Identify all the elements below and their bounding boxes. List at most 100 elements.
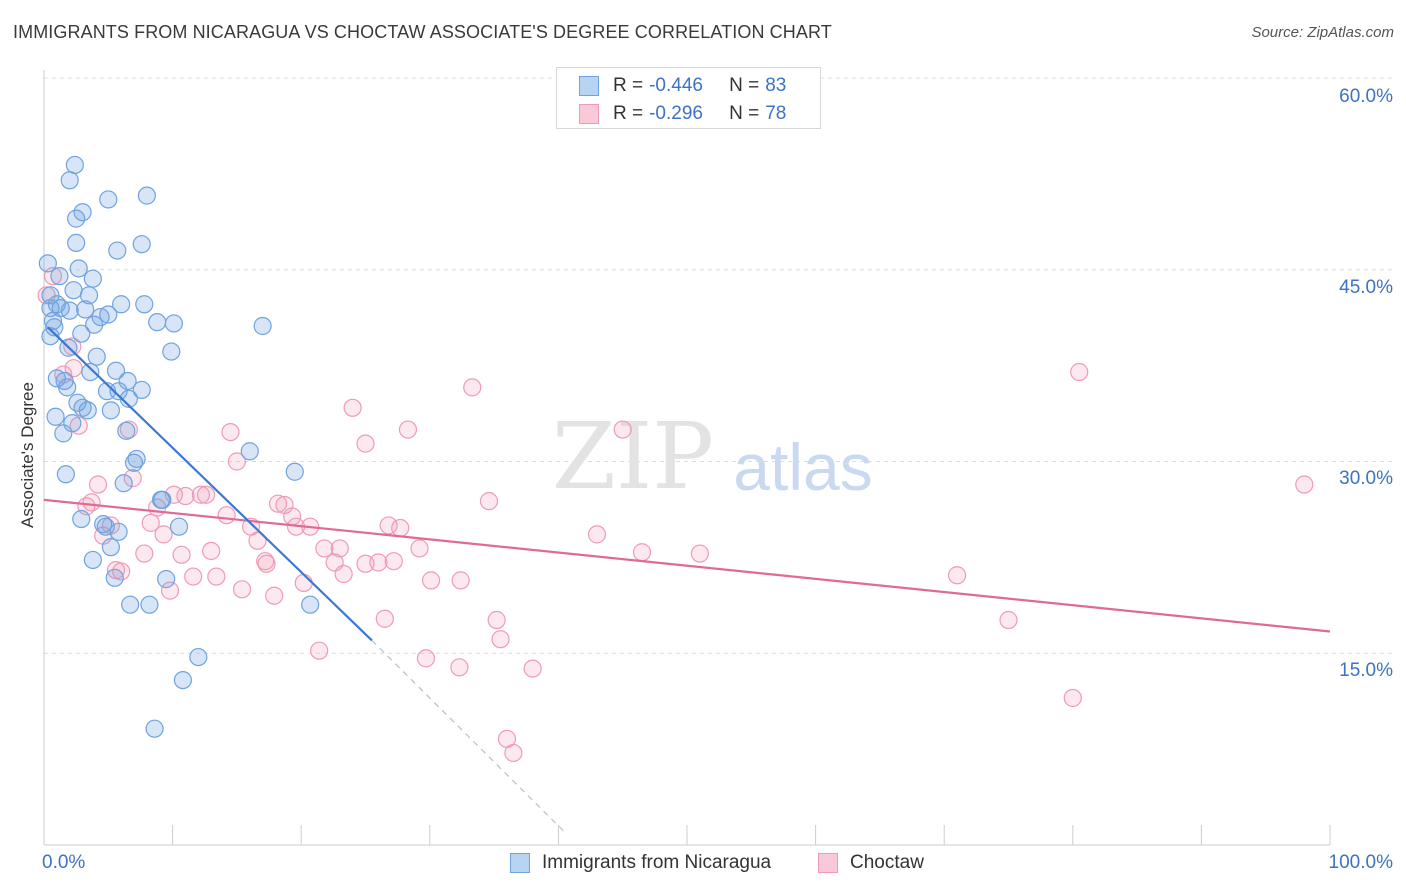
nicaragua-point [117, 421, 136, 440]
choctaw-point [227, 452, 246, 471]
legend-item-nicaragua[interactable]: Immigrants from Nicaragua [510, 852, 771, 874]
choctaw-point [330, 539, 349, 558]
choctaw-point [1063, 688, 1082, 708]
nicaragua-point [153, 490, 172, 509]
choctaw-trend-line [43, 498, 1331, 633]
nicaragua-trend-line [47, 326, 373, 642]
nicaragua-point [63, 414, 82, 433]
nicaragua-trend-extension [371, 640, 566, 833]
nicaragua-point [145, 719, 164, 738]
choctaw-point [191, 485, 210, 504]
choctaw-point [202, 541, 221, 561]
choctaw-point [421, 571, 441, 590]
choctaw-point [343, 398, 362, 417]
choctaw-point [141, 513, 160, 532]
nicaragua-point [65, 155, 84, 175]
choctaw-point [315, 539, 334, 558]
n-label: N = [729, 103, 760, 124]
nicaragua-point [101, 538, 120, 557]
nicaragua-point [148, 313, 167, 332]
nicaragua-point [112, 295, 131, 314]
nicaragua-point [94, 515, 113, 534]
watermark-atlas: atlas [733, 430, 872, 504]
choctaw-point [82, 493, 101, 512]
nicaragua-point [132, 235, 151, 254]
choctaw-point [294, 573, 313, 593]
nicaragua-point [114, 474, 133, 493]
nicaragua-swatch [510, 853, 530, 873]
nicaragua-point [56, 465, 75, 484]
nicaragua-point [137, 186, 156, 205]
choctaw-point [88, 475, 108, 494]
legend-item-choctaw[interactable]: Choctaw [818, 852, 924, 874]
series-nicaragua-points [38, 155, 320, 738]
nicaragua-point [64, 281, 83, 300]
nicaragua-point [68, 393, 87, 412]
nicaragua-point [79, 286, 99, 305]
y-tick-label: 60.0% [1339, 86, 1393, 107]
choctaw-point [257, 554, 276, 573]
choctaw-point [379, 516, 398, 535]
choctaw-point [613, 420, 632, 439]
r-label: R = [613, 103, 644, 124]
y-tick-label: 30.0% [1339, 468, 1393, 489]
r-label: R = [613, 75, 644, 96]
nicaragua-point [108, 241, 127, 260]
choctaw-point [207, 567, 226, 586]
choctaw-point [1070, 362, 1089, 382]
choctaw-point [451, 571, 470, 590]
choctaw-point [184, 567, 203, 586]
nicaragua-point [101, 401, 120, 420]
nicaragua-point [106, 361, 126, 380]
nicaragua-point [58, 378, 77, 397]
choctaw-swatch [818, 853, 838, 873]
nicaragua-swatch [579, 76, 599, 96]
n-value: 78 [765, 103, 787, 124]
nicaragua-point [67, 233, 86, 253]
choctaw-point [384, 552, 403, 571]
chart-title: IMMIGRANTS FROM NICARAGUA VS CHOCTAW ASS… [13, 22, 832, 42]
nicaragua-point [285, 462, 304, 481]
choctaw-point [523, 659, 542, 678]
nicaragua-point [72, 324, 91, 343]
watermark-zip: ZIP [552, 403, 714, 510]
nicaragua-point [41, 286, 60, 305]
series-choctaw-points [37, 267, 1314, 763]
choctaw-point [491, 630, 510, 649]
nicaragua-point [46, 407, 65, 426]
choctaw-swatch [579, 104, 599, 124]
source-credit: Source: ZipAtlas.com [1251, 24, 1394, 41]
r-value: -0.296 [649, 103, 703, 124]
nicaragua-point [132, 380, 151, 400]
nicaragua-point [109, 382, 128, 401]
choctaw-point [999, 610, 1018, 630]
choctaw-point [416, 649, 436, 668]
nicaragua-point [83, 550, 102, 570]
choctaw-point [217, 506, 236, 525]
nicaragua-point [72, 509, 91, 529]
nicaragua-point [189, 647, 208, 667]
stats-legend-row-choctaw: R = -0.296 N = 78 [579, 102, 786, 126]
choctaw-point [450, 658, 469, 677]
nicaragua-point [240, 442, 259, 461]
choctaw-point [479, 492, 499, 511]
choctaw-point [947, 566, 967, 585]
nicaragua-point [54, 424, 73, 443]
nicaragua-point [121, 595, 140, 614]
y-tick-label: 15.0% [1339, 660, 1393, 681]
choctaw-point [135, 544, 154, 563]
choctaw-point [587, 525, 607, 544]
axes [43, 70, 1331, 846]
nicaragua-point [164, 314, 183, 333]
nicaragua-point [99, 305, 118, 324]
choctaw-point [487, 610, 506, 630]
choctaw-point [172, 545, 191, 564]
x-tick-label-max: 100.0% [1328, 852, 1393, 873]
y-tick-label: 45.0% [1339, 277, 1393, 298]
nicaragua-point [38, 254, 57, 273]
nicaragua-point [81, 362, 100, 382]
choctaw-point [356, 434, 375, 453]
legend-label: Immigrants from Nicaragua [542, 852, 772, 873]
legend-label: Choctaw [850, 852, 924, 873]
